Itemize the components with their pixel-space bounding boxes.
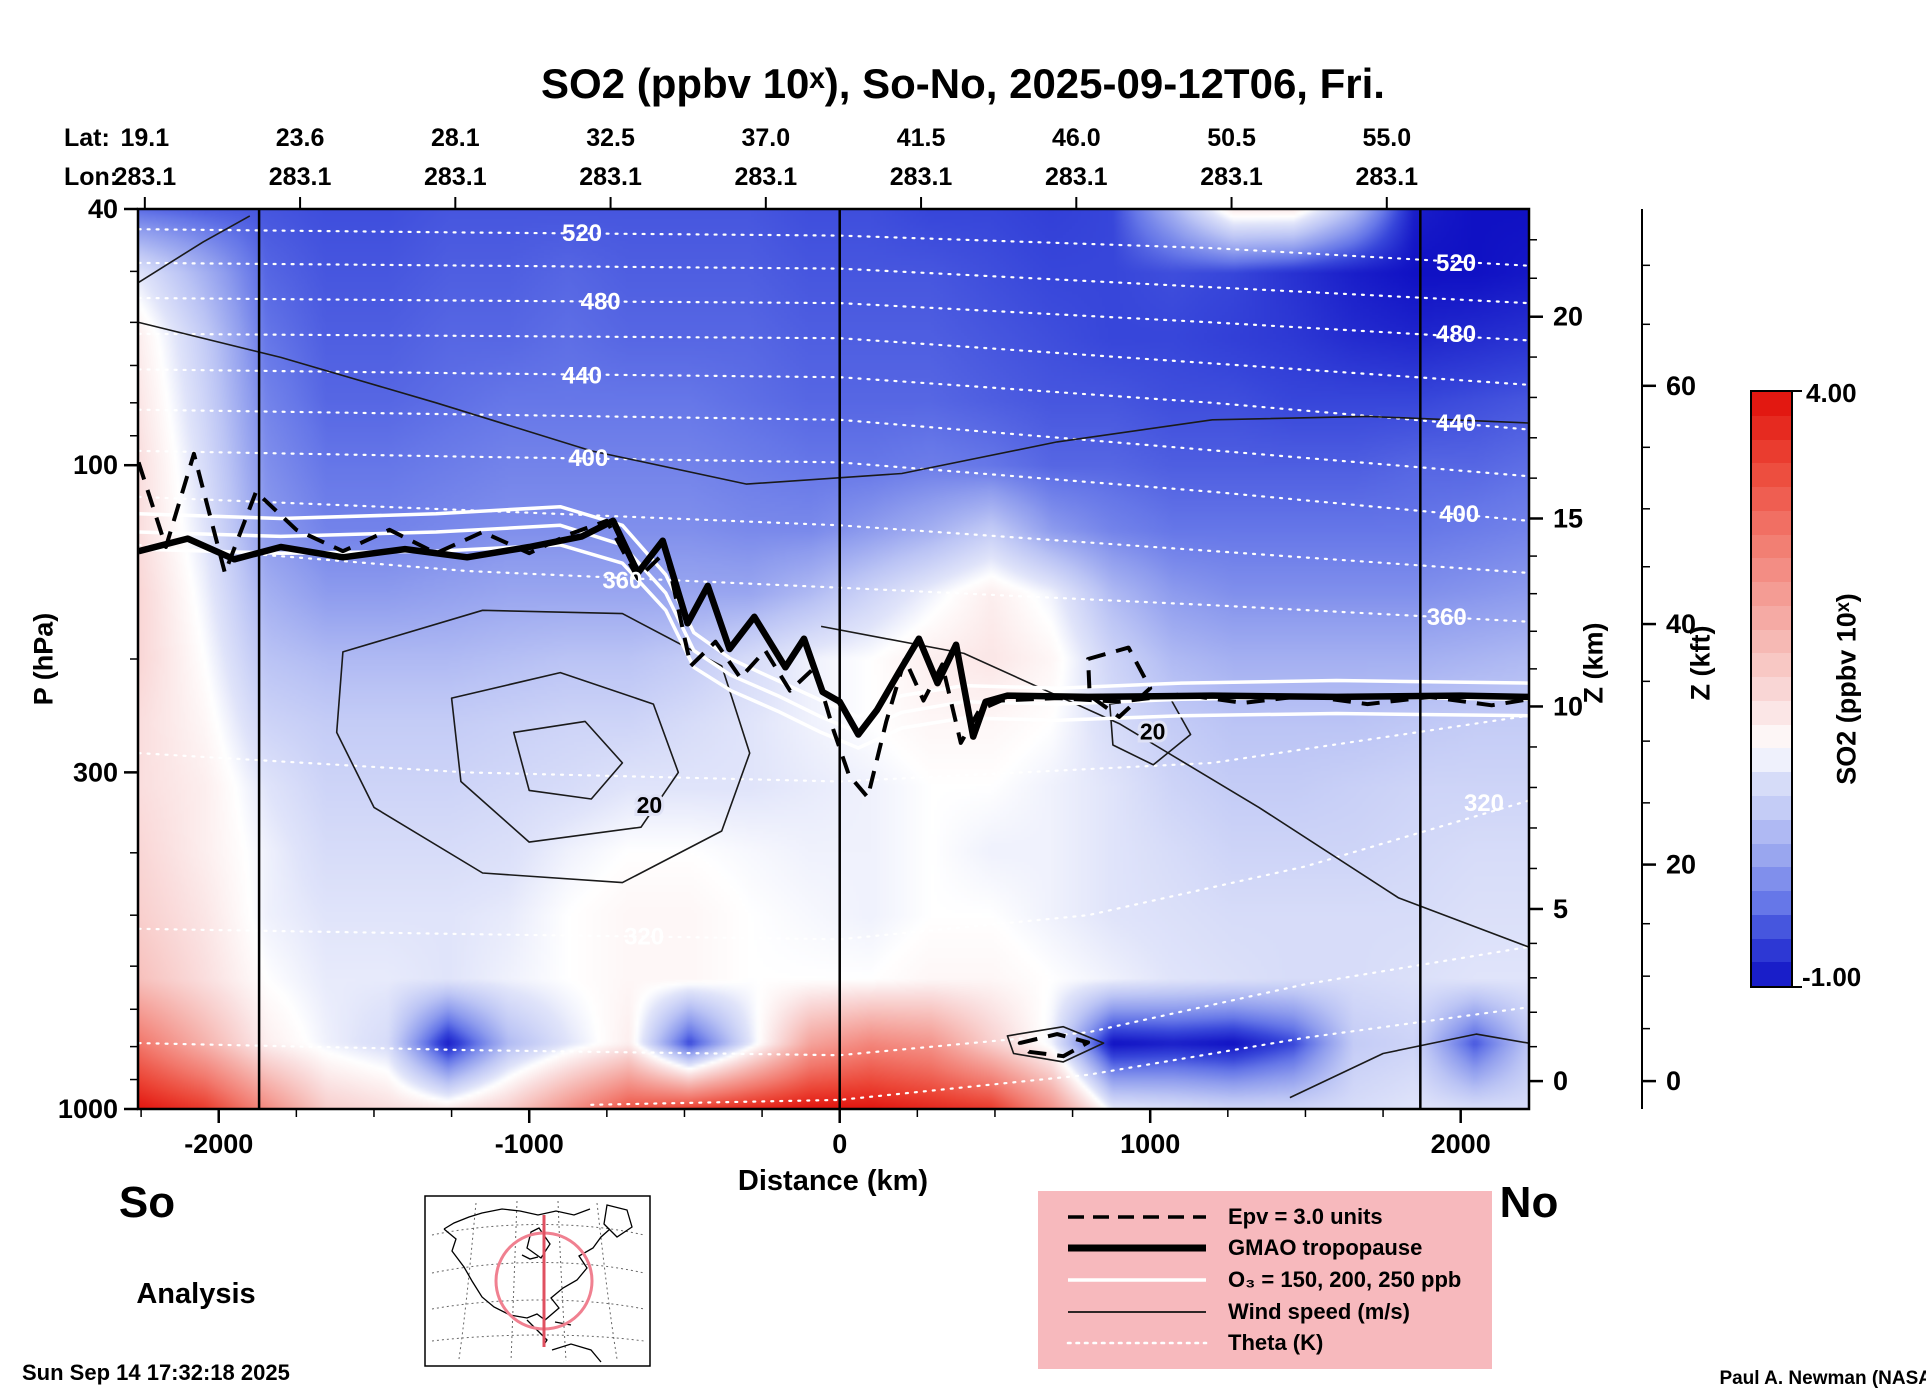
dashed-line-icon [1068,1215,1206,1219]
svg-text:0: 0 [1553,1066,1568,1096]
svg-text:0: 0 [832,1129,847,1159]
coordinate-value: 32.5 [586,124,635,152]
latitude-row: Lat: 19.1 23.6 28.1 32.5 37.0 41.5 46.0 50.5 55.… [0,124,1926,156]
colorbar-step [1752,677,1791,701]
colorbar-step [1752,938,1791,963]
z-km-axis-label: Z (km) [1578,622,1609,704]
svg-text:2000: 2000 [1431,1129,1491,1159]
colorbar-step [1752,819,1791,844]
colorbar-step [1752,748,1791,773]
colorbar-step [1752,772,1791,797]
white-line-icon [1068,1278,1206,1282]
coordinate-value: 283.1 [1355,163,1419,191]
coordinate-value: 50.5 [1207,124,1256,152]
colorbar-max-label: 4.00 [1806,378,1857,408]
coordinate-value: 283.1 [1200,163,1263,191]
svg-text:1000: 1000 [1120,1129,1180,1159]
colorbar-step [1752,558,1791,583]
colorbar-step [1752,653,1791,678]
inset-map [424,1195,651,1367]
legend-label: Wind speed (m/s) [1228,1298,1410,1324]
svg-text:300: 300 [73,757,118,787]
legend-label: O₃ = 150, 200, 250 ppb [1228,1266,1462,1292]
coordinate-value: 19.1 [120,124,170,152]
coordinate-value: 41.5 [896,124,946,152]
colorbar-step [1752,629,1791,654]
svg-text:20: 20 [1553,302,1583,332]
coordinate-value: 55.0 [1362,124,1412,152]
legend-item-theta: Theta (K) [1062,1330,1492,1356]
colorbar-step [1752,891,1791,915]
colorbar-min-label: -1.00 [1802,962,1862,992]
coastline-paths [443,1204,633,1363]
legend-label: Theta (K) [1228,1330,1324,1356]
graticule-lines [431,1200,645,1362]
colorbar-step [1752,582,1791,606]
analysis-label: Analysis [136,1278,256,1310]
svg-text:-1000: -1000 [495,1129,564,1159]
colorbar-step [1752,392,1791,416]
credit: Paul A. Newman (NASA [1719,1368,1926,1389]
colorbar-step [1752,724,1791,749]
coordinate-value: 23.6 [275,124,325,152]
coordinate-value: 283.1 [734,163,798,191]
coordinate-value: 283.1 [579,163,642,191]
colorbar-step [1752,463,1791,488]
legend-item-ozone: O₃ = 150, 200, 250 ppb [1062,1267,1492,1293]
pressure-axis-label: P (hPa) [28,612,59,706]
colorbar-axis-label: SO2 (ppbv 10ˣ) [1831,593,1862,785]
colorbar-step [1752,534,1791,559]
thick-line-icon [1068,1244,1206,1252]
coordinate-value: 37.0 [741,124,791,152]
south-endpoint-label: So [118,1178,176,1227]
longitude-row: Lon: 283.1 283.1 283.1 283.1 283.1 283.1 283.1… [0,163,1926,195]
svg-text:100: 100 [73,450,118,480]
chart-title: SO2 (ppbv 10ˣ), So-No, 2025-09-12T06, Fr… [541,60,1385,107]
coordinate-value: 283.1 [424,163,487,191]
coordinate-value: 283.1 [113,163,177,191]
thin-line-icon [1068,1310,1206,1313]
legend-item-tropopause: GMAO tropopause [1062,1235,1492,1261]
z-kft-axis-label: Z (kft) [1685,625,1716,701]
svg-text:1000: 1000 [58,1094,118,1124]
coordinate-value: 283.1 [1045,163,1108,191]
colorbar-step [1752,700,1791,725]
so2-filled-contour-field [138,209,1529,1109]
svg-text:-2000: -2000 [184,1129,253,1159]
svg-text:60: 60 [1666,371,1696,401]
svg-text:0: 0 [1666,1066,1681,1096]
lon-prefix: Lon: [64,163,119,191]
so2-colorbar [1750,390,1793,988]
legend-item-epv: Epv = 3.0 units [1062,1204,1492,1230]
distance-axis-label: Distance (km) [737,1165,929,1197]
colorbar-step [1752,867,1791,892]
legend-item-wind: Wind speed (m/s) [1062,1299,1492,1325]
colorbar-step [1752,962,1791,987]
coordinate-value: 46.0 [1051,124,1101,152]
svg-text:40: 40 [88,194,118,224]
north-endpoint-label: No [1499,1178,1559,1227]
dotted-line-icon [1066,1341,1208,1345]
coordinate-value: 283.1 [889,163,953,191]
colorbar-step [1752,914,1791,939]
colorbar-step [1752,796,1791,820]
colorbar-step [1752,605,1791,630]
colorbar-step [1752,487,1791,511]
coordinate-value: 283.1 [268,163,332,191]
legend-label: GMAO tropopause [1228,1235,1423,1261]
colorbar-step [1752,843,1791,868]
colorbar-step [1752,439,1791,464]
svg-text:15: 15 [1553,503,1583,533]
legend-label: Epv = 3.0 units [1228,1203,1383,1229]
lat-prefix: Lat: [64,124,110,152]
svg-text:5: 5 [1553,894,1568,924]
legend: Epv = 3.0 units GMAO tropopause O₃ = 150… [1038,1191,1492,1369]
colorbar-step [1752,510,1791,535]
svg-text:20: 20 [1666,850,1696,880]
colorbar-step [1752,415,1791,440]
coordinate-value: 28.1 [430,124,480,152]
generation-timestamp: Sun Sep 14 17:32:18 2025 [22,1360,290,1385]
